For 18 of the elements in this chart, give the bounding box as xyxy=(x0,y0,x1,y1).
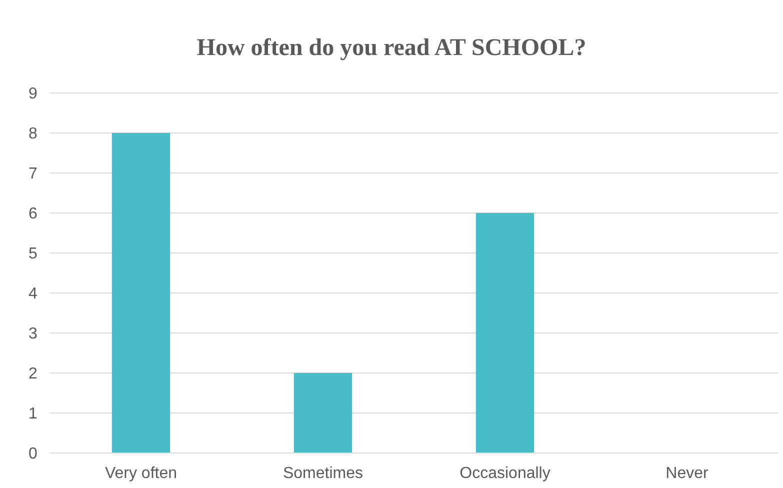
x-tick-label: Never xyxy=(666,465,710,482)
chart-title: How often do you read AT SCHOOL? xyxy=(196,35,586,61)
bar xyxy=(112,133,170,453)
y-tick-label: 4 xyxy=(28,286,38,303)
x-tick-label: Occasionally xyxy=(460,465,550,482)
y-tick-label: 9 xyxy=(28,86,38,103)
bar xyxy=(476,213,534,453)
y-tick-label: 3 xyxy=(28,326,38,343)
y-tick-label: 5 xyxy=(28,246,38,263)
y-tick-label: 8 xyxy=(28,126,38,143)
y-tick-label: 6 xyxy=(28,206,38,223)
y-tick-label: 7 xyxy=(28,166,38,183)
y-tick-label: 0 xyxy=(28,446,38,463)
x-tick-label: Very often xyxy=(104,465,178,482)
x-tick-label: Sometimes xyxy=(282,465,364,482)
y-tick-label: 2 xyxy=(28,366,38,383)
y-tick-label: 1 xyxy=(28,406,38,423)
bar xyxy=(294,373,352,453)
